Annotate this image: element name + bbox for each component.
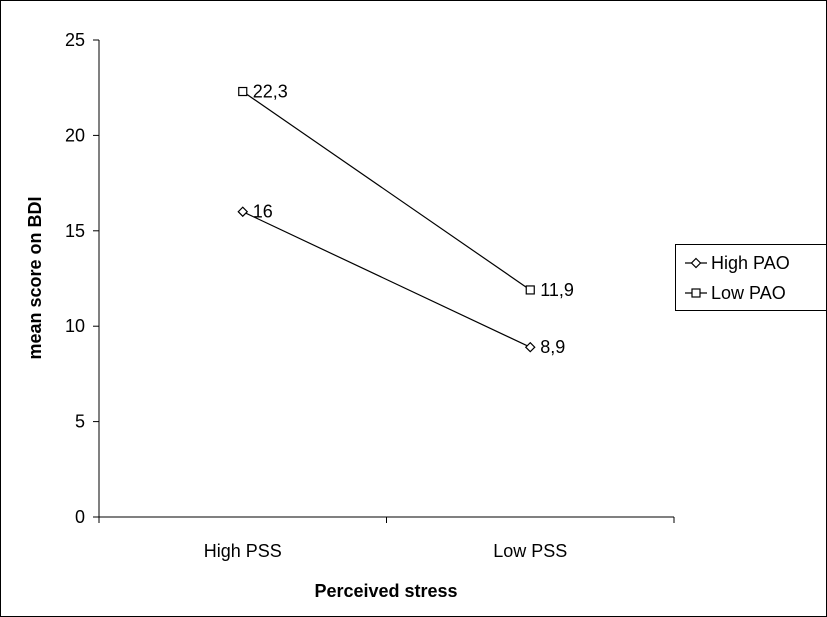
data-point — [525, 285, 535, 295]
series-layer: 168,922,311,9 — [237, 82, 574, 357]
y-tick-label: 10 — [65, 316, 85, 336]
x-axis-ticks: High PSS Low PSS — [98, 517, 675, 561]
data-point — [237, 206, 249, 218]
legend-marker — [691, 288, 701, 298]
y-tick-label: 25 — [65, 30, 85, 50]
y-axis-title: mean score on BDI — [25, 196, 45, 359]
x-tick-label: Low PSS — [493, 541, 567, 561]
x-axis-title: Perceived stress — [314, 581, 457, 601]
legend-label: High PAO — [711, 253, 790, 273]
y-axis-ticks: 0 5 10 15 20 25 — [65, 30, 99, 527]
series-line — [242, 211, 531, 348]
data-label: 22,3 — [253, 82, 288, 102]
data-label: 11,9 — [540, 280, 574, 300]
legend-marker — [690, 257, 702, 269]
y-tick-label: 15 — [65, 221, 85, 241]
legend-item: High PAO — [685, 253, 790, 273]
legend: High PAO Low PAO — [675, 244, 827, 311]
legend-label: Low PAO — [711, 283, 786, 303]
series-line — [242, 91, 531, 291]
y-tick-label: 0 — [75, 507, 85, 527]
data-label: 16 — [253, 202, 273, 222]
series-low-pao: 22,3 11,9 — [238, 82, 574, 300]
legend-item: Low PAO — [685, 283, 786, 303]
x-tick-label: High PSS — [204, 541, 282, 561]
series-high-pao: 168,9 — [237, 202, 565, 357]
data-point — [238, 86, 248, 97]
data-point — [524, 341, 536, 353]
legend-items: High PAO Low PAO — [685, 253, 790, 303]
y-tick-label: 20 — [65, 125, 85, 145]
y-tick-label: 5 — [75, 412, 85, 432]
data-label: 8,9 — [540, 337, 565, 357]
